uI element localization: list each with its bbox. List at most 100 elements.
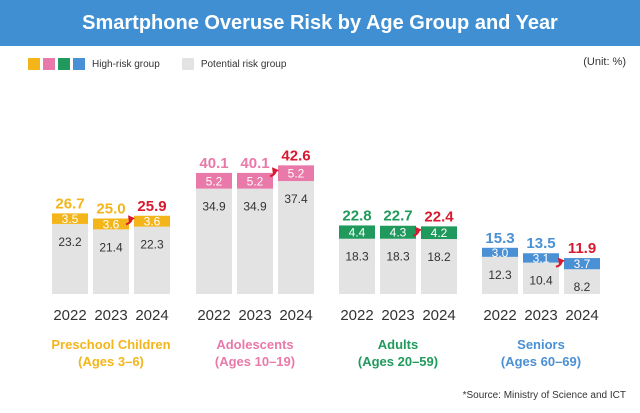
- bar-potential-preschool-children-2022: [52, 223, 88, 294]
- legend-swatch-adolescents: [43, 58, 55, 70]
- bar-high-adults-2023: [380, 225, 416, 239]
- label-high-adults-2023: 4.3: [390, 226, 407, 240]
- label-potential-adults-2023: 18.3: [386, 250, 410, 264]
- label-total-adolescents-2022: 40.1: [199, 155, 228, 172]
- chart-title: Smartphone Overuse Risk by Age Group and…: [82, 11, 558, 34]
- label-high-adults-2024: 4.2: [431, 226, 448, 240]
- group-label-seniors: Seniors (Ages 60–69): [461, 336, 621, 370]
- label-high-preschool-children-2022: 3.5: [62, 212, 79, 226]
- bar-high-seniors-2024: [564, 258, 600, 270]
- chart-title-bar: Smartphone Overuse Risk by Age Group and…: [0, 0, 640, 46]
- trend-arrowhead-seniors: [558, 257, 565, 265]
- bar-potential-adolescents-2023: [237, 188, 273, 294]
- label-year-preschool-children-2023: 2023: [94, 307, 127, 324]
- group-label-adolescents: Adolescents (Ages 10–19): [175, 336, 335, 370]
- label-year-adults-2023: 2023: [381, 307, 414, 324]
- bar-high-seniors-2023: [523, 253, 559, 263]
- label-potential-seniors-2022: 12.3: [488, 268, 512, 282]
- label-potential-adolescents-2022: 34.9: [202, 200, 226, 214]
- bar-high-preschool-children-2022: [52, 213, 88, 224]
- label-high-adults-2022: 4.4: [349, 226, 366, 240]
- label-total-seniors-2022: 15.3: [485, 230, 514, 247]
- label-total-preschool-children-2024: 25.9: [137, 198, 166, 215]
- group-name: Adults: [377, 337, 419, 352]
- label-potential-preschool-children-2022: 23.2: [58, 235, 82, 249]
- bar-potential-seniors-2022: [482, 256, 518, 294]
- label-potential-seniors-2024: 8.2: [574, 280, 591, 294]
- group-ages: (Ages 60–69): [500, 354, 582, 369]
- label-year-seniors-2022: 2022: [483, 307, 516, 324]
- legend-swatch-adults: [58, 58, 70, 70]
- label-total-adults-2024: 22.4: [424, 208, 454, 225]
- legend: High-risk group Potential risk group: [28, 56, 308, 72]
- group-name: Seniors: [517, 337, 565, 352]
- label-year-adults-2022: 2022: [340, 307, 373, 324]
- bar-potential-seniors-2023: [523, 262, 559, 294]
- trend-arrowhead-adolescents: [272, 167, 279, 175]
- label-high-adolescents-2023: 5.2: [247, 174, 264, 188]
- group-ages: (Ages 20–59): [357, 354, 439, 369]
- label-potential-adolescents-2023: 34.9: [243, 200, 267, 214]
- legend-swatch-potential: [181, 58, 194, 70]
- label-year-seniors-2023: 2023: [524, 307, 557, 324]
- bar-potential-preschool-children-2023: [93, 229, 129, 294]
- label-year-adults-2024: 2024: [422, 307, 455, 324]
- label-potential-adults-2024: 18.2: [427, 250, 451, 264]
- bar-potential-adolescents-2022: [196, 188, 232, 294]
- label-year-adolescents-2024: 2024: [279, 307, 312, 324]
- label-total-adults-2022: 22.8: [342, 207, 371, 224]
- bar-high-preschool-children-2023: [93, 218, 129, 230]
- label-high-adolescents-2024: 5.2: [288, 167, 305, 181]
- group-label-preschool-children: Preschool Children (Ages 3–6): [31, 336, 191, 370]
- label-total-preschool-children-2022: 26.7: [55, 195, 84, 212]
- bar-high-adults-2022: [339, 225, 375, 239]
- label-high-adolescents-2022: 5.2: [206, 174, 223, 188]
- bar-high-seniors-2022: [482, 247, 518, 257]
- label-potential-preschool-children-2023: 21.4: [99, 240, 123, 254]
- label-total-adolescents-2024: 42.6: [281, 147, 310, 164]
- label-year-adolescents-2023: 2023: [238, 307, 271, 324]
- group-name: Adolescents: [216, 337, 294, 352]
- label-year-preschool-children-2024: 2024: [135, 307, 168, 324]
- group-ages: (Ages 3–6): [78, 354, 144, 369]
- bar-high-adolescents-2023: [237, 172, 273, 189]
- bar-potential-adults-2022: [339, 238, 375, 294]
- label-high-seniors-2022: 3.0: [492, 246, 509, 260]
- group-ages: (Ages 10–19): [214, 354, 296, 369]
- bar-potential-adults-2024: [421, 239, 457, 294]
- source-note: *Source: Ministry of Science and ICT: [462, 390, 626, 401]
- label-total-adults-2023: 22.7: [383, 208, 412, 225]
- unit-label: (Unit: %): [583, 56, 626, 68]
- bar-high-adolescents-2022: [196, 172, 232, 189]
- label-potential-seniors-2023: 10.4: [529, 274, 553, 288]
- trend-arrowhead-preschool-children: [128, 215, 135, 223]
- bar-potential-adolescents-2024: [278, 181, 314, 294]
- label-potential-adolescents-2024: 37.4: [284, 192, 308, 206]
- label-year-adolescents-2022: 2022: [197, 307, 230, 324]
- label-high-seniors-2023: 3.1: [533, 251, 550, 265]
- bar-high-preschool-children-2024: [134, 215, 170, 227]
- label-potential-preschool-children-2024: 22.3: [140, 238, 164, 252]
- label-year-seniors-2024: 2024: [565, 307, 598, 324]
- group-label-adults: Adults (Ages 20–59): [318, 336, 478, 370]
- label-total-seniors-2023: 13.5: [526, 235, 555, 252]
- legend-swatch-preschool: [28, 58, 40, 70]
- label-total-adolescents-2023: 40.1: [240, 155, 269, 172]
- bar-potential-adults-2023: [380, 238, 416, 294]
- bar-high-adolescents-2024: [278, 165, 314, 182]
- label-total-seniors-2024: 11.9: [568, 240, 596, 257]
- label-high-seniors-2024: 3.7: [574, 257, 591, 271]
- bar-potential-seniors-2024: [564, 269, 600, 294]
- group-name: Preschool Children: [51, 337, 171, 352]
- label-total-preschool-children-2023: 25.0: [96, 201, 125, 218]
- label-high-preschool-children-2023: 3.6: [103, 217, 120, 231]
- label-high-preschool-children-2024: 3.6: [144, 215, 161, 229]
- trend-arrowhead-adults: [415, 226, 422, 234]
- label-potential-adults-2022: 18.3: [345, 250, 369, 264]
- label-year-preschool-children-2022: 2022: [53, 307, 86, 324]
- legend-label-potential-risk: Potential risk group: [200, 58, 287, 70]
- legend-swatch-seniors: [73, 58, 85, 70]
- bar-high-adults-2024: [421, 226, 457, 240]
- bar-potential-preschool-children-2024: [134, 226, 170, 294]
- legend-label-high-risk: High-risk group: [92, 58, 160, 70]
